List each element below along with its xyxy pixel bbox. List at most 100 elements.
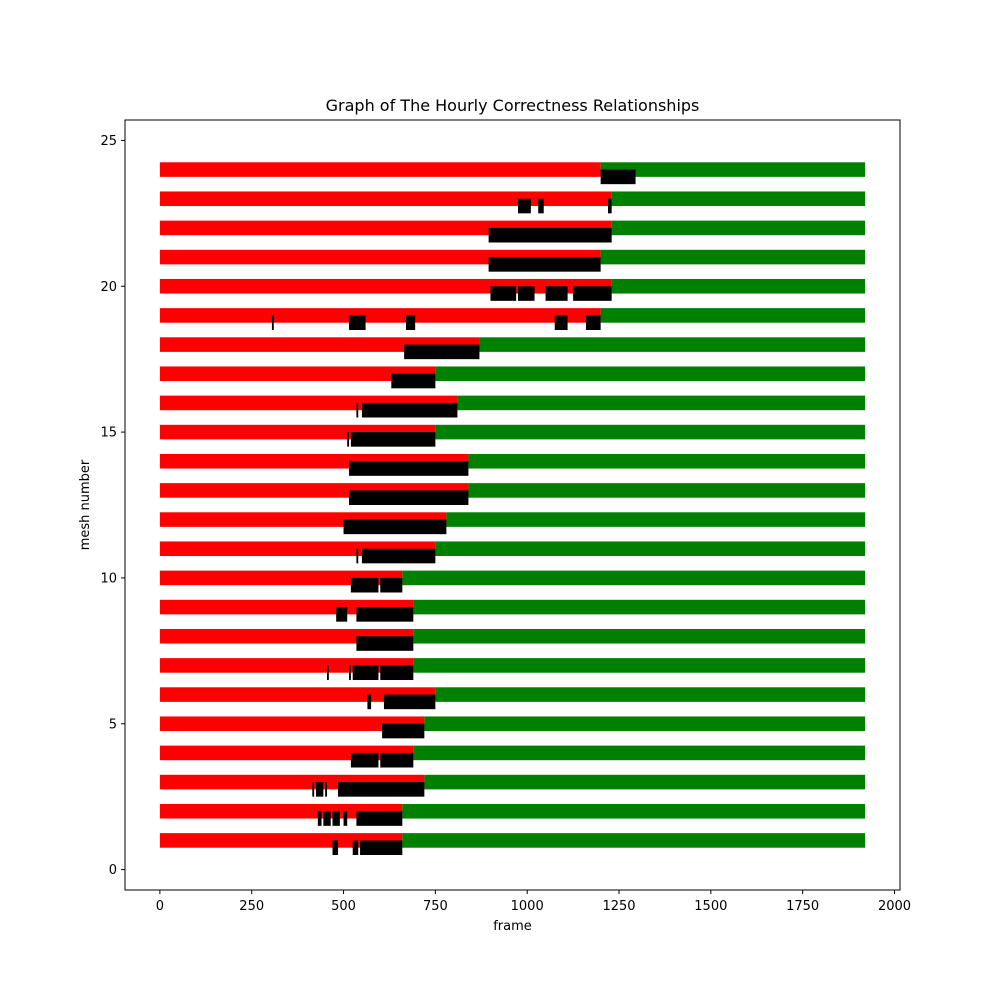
bar-correct-mesh-11 (435, 541, 866, 557)
marker-segment (404, 344, 480, 360)
marker-segment (338, 782, 425, 797)
x-tick-label: 1250 (602, 899, 635, 914)
marker-segment (488, 227, 612, 243)
bar-correct-mesh-16 (457, 395, 866, 411)
marker-segment (327, 665, 329, 680)
bar-correct-mesh-20 (611, 278, 866, 294)
marker-segment (336, 607, 348, 622)
bar-correct-mesh-24 (600, 162, 866, 177)
plot-area (159, 162, 866, 855)
marker-segment (356, 636, 414, 651)
bar-incorrect-mesh-19 (159, 308, 601, 323)
marker-segment (352, 840, 359, 855)
marker-segment (356, 548, 359, 564)
marker-segment (585, 315, 601, 330)
marker-segment (607, 198, 612, 214)
marker-segment (315, 782, 324, 797)
marker-segment (600, 169, 636, 185)
bar-incorrect-mesh-24 (159, 162, 601, 177)
marker-segment (325, 782, 328, 797)
marker-segment (545, 286, 568, 301)
marker-segment (361, 548, 436, 564)
axis-ticks: 0 250 500 750 1000 1250 1500 1750 2000 0 5 10 15 20 25 (100, 134, 911, 914)
bar-correct-mesh-6 (435, 687, 866, 702)
marker-segment (391, 373, 436, 389)
bar-incorrect-mesh-4 (159, 745, 414, 761)
axes-frame (124, 119, 901, 891)
bar-correct-mesh-14 (468, 453, 866, 469)
marker-segment (271, 315, 274, 330)
chart-title: Graph of The Hourly Correctness Relation… (326, 96, 700, 115)
marker-segment (352, 665, 379, 680)
marker-segment (343, 811, 348, 826)
x-tick-label: 250 (239, 899, 264, 914)
y-tick-label: 5 (109, 717, 117, 732)
marker-segment (356, 811, 403, 826)
marker-segment (356, 402, 359, 418)
y-tick-label: 25 (100, 134, 117, 149)
bar-incorrect-mesh-23 (159, 191, 612, 207)
marker-segment (518, 286, 535, 301)
marker-segment (349, 665, 351, 680)
marker-segment (347, 432, 350, 447)
x-tick-label: 2000 (878, 899, 911, 914)
marker-segment (323, 811, 331, 826)
marker-segment (349, 461, 469, 476)
marker-segment (367, 694, 372, 710)
bar-incorrect-mesh-5 (159, 716, 425, 732)
bar-correct-mesh-5 (424, 716, 866, 732)
y-tick-label: 10 (100, 571, 117, 586)
bar-correct-mesh-17 (435, 366, 866, 382)
marker-segment (383, 694, 436, 710)
y-tick-label: 15 (100, 426, 117, 441)
bar-correct-mesh-8 (413, 628, 866, 644)
marker-segment (380, 665, 414, 680)
y-tick-label: 20 (100, 280, 117, 295)
bar-correct-mesh-13 (468, 483, 866, 498)
bar-correct-mesh-4 (413, 745, 866, 761)
marker-segment (490, 286, 517, 301)
marker-segment (382, 723, 425, 739)
marker-segment (350, 432, 436, 447)
bar-correct-mesh-22 (611, 220, 866, 236)
bar-correct-mesh-9 (413, 599, 866, 615)
bar-correct-mesh-1 (402, 833, 866, 848)
marker-segment (538, 198, 544, 214)
bar-incorrect-mesh-18 (159, 337, 480, 352)
marker-segment (380, 752, 414, 768)
x-tick-label: 1500 (694, 899, 727, 914)
marker-segment (317, 811, 322, 826)
marker-segment (312, 782, 315, 797)
bar-incorrect-mesh-10 (159, 570, 403, 586)
bar-correct-mesh-7 (413, 658, 866, 673)
marker-segment (405, 315, 416, 330)
marker-segment (573, 286, 612, 301)
bar-incorrect-mesh-2 (159, 803, 403, 819)
marker-segment (356, 607, 414, 622)
bar-correct-mesh-23 (611, 191, 866, 207)
bar-correct-mesh-18 (479, 337, 866, 352)
bar-correct-mesh-15 (435, 424, 866, 440)
bar-incorrect-mesh-1 (159, 833, 403, 848)
x-tick-label: 1000 (511, 899, 544, 914)
marker-segment (350, 577, 379, 593)
bar-incorrect-mesh-9 (159, 599, 414, 615)
marker-segment (518, 198, 531, 214)
marker-segment (349, 315, 366, 330)
x-tick-label: 750 (423, 899, 448, 914)
bar-incorrect-mesh-17 (159, 366, 436, 382)
bar-correct-mesh-12 (446, 512, 866, 527)
bar-incorrect-mesh-8 (159, 628, 414, 644)
bar-incorrect-mesh-20 (159, 278, 612, 294)
x-axis-label: frame (493, 919, 532, 934)
marker-segment (360, 840, 403, 855)
marker-segment (343, 519, 447, 535)
bar-incorrect-mesh-6 (159, 687, 436, 702)
marker-segment (554, 315, 568, 330)
bar-correct-mesh-3 (424, 774, 866, 790)
marker-segment (350, 752, 379, 768)
marker-segment (488, 257, 601, 272)
bar-correct-mesh-10 (402, 570, 866, 586)
